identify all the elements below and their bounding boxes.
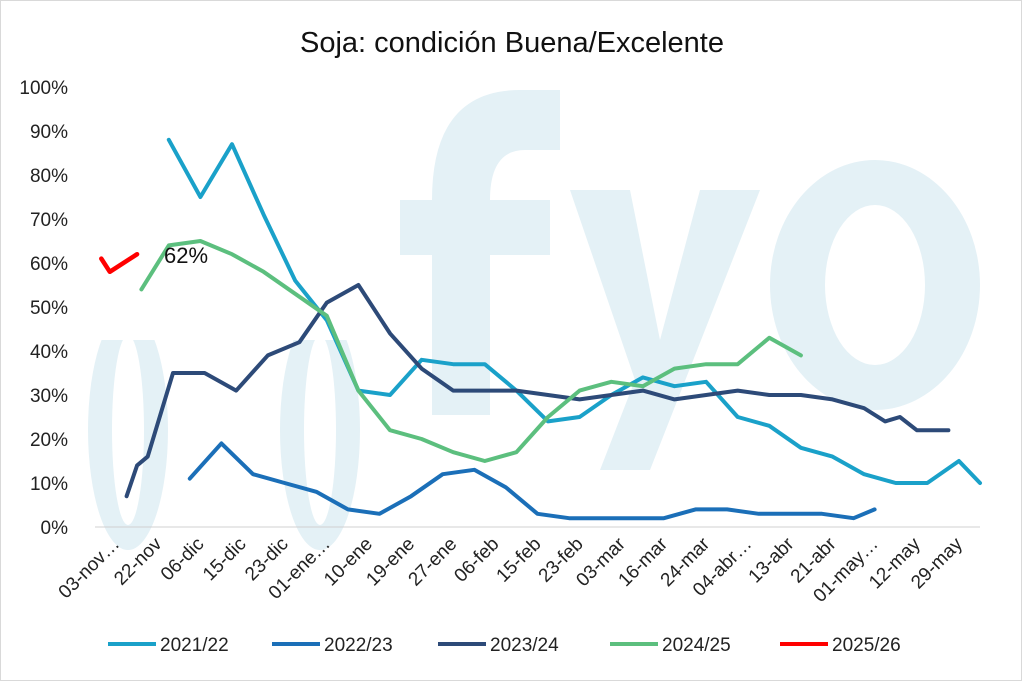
- x-tick-label: 15-feb: [493, 534, 546, 587]
- legend-item: 2024/25: [610, 635, 731, 656]
- fyo-watermark-logo: [86, 90, 980, 550]
- y-tick-label: 100%: [19, 78, 68, 99]
- y-tick-label: 90%: [30, 122, 68, 143]
- x-tick-label: 13-abr: [745, 533, 799, 587]
- series-line-2025-26: [99, 251, 140, 275]
- y-tick-label: 10%: [30, 474, 68, 495]
- x-tick-label: 27-ene: [405, 534, 462, 591]
- y-tick-label: 60%: [30, 254, 68, 275]
- x-axis: 03-nov…22-nov06-dic15-dic23-dic01-ene…10…: [55, 533, 968, 607]
- series-line-2021-22: [166, 137, 982, 485]
- legend-item: 2022/23: [272, 635, 393, 656]
- legend-label: 2021/22: [160, 635, 229, 656]
- x-tick-label: 06-dic: [157, 534, 208, 585]
- chart-title: Soja: condición Buena/Excelente: [300, 27, 724, 59]
- x-tick-label: 06-feb: [450, 534, 503, 587]
- legend-label: 2025/26: [832, 635, 901, 656]
- y-tick-label: 30%: [30, 386, 68, 407]
- y-tick-label: 20%: [30, 430, 68, 451]
- legend-label: 2023/24: [490, 635, 559, 656]
- x-tick-label: 03-nov…: [55, 534, 124, 603]
- y-axis: 0% 10% 20% 30% 40% 50% 60% 70% 80% 90% 100%: [19, 78, 68, 539]
- y-tick-label: 70%: [30, 210, 68, 231]
- y-tick-label: 50%: [30, 298, 68, 319]
- legend-item: 2025/26: [780, 635, 901, 656]
- legend-label: 2022/23: [324, 635, 393, 656]
- series-line-2023-24: [124, 283, 951, 499]
- last-value-annotation: 62%: [164, 243, 208, 268]
- legend: 2021/22 2022/23 2023/24 2024/25 2025/26: [108, 635, 901, 656]
- series-layer: [99, 137, 982, 521]
- series-line-2022-23: [187, 441, 877, 521]
- x-tick-label: 15-dic: [199, 534, 250, 585]
- legend-item: 2021/22: [108, 635, 229, 656]
- y-tick-label: 0%: [41, 518, 69, 539]
- y-tick-label: 80%: [30, 166, 68, 187]
- legend-label: 2024/25: [662, 635, 731, 656]
- y-tick-label: 40%: [30, 342, 68, 363]
- series-line-2024-25: [139, 239, 803, 463]
- legend-item: 2023/24: [438, 635, 559, 656]
